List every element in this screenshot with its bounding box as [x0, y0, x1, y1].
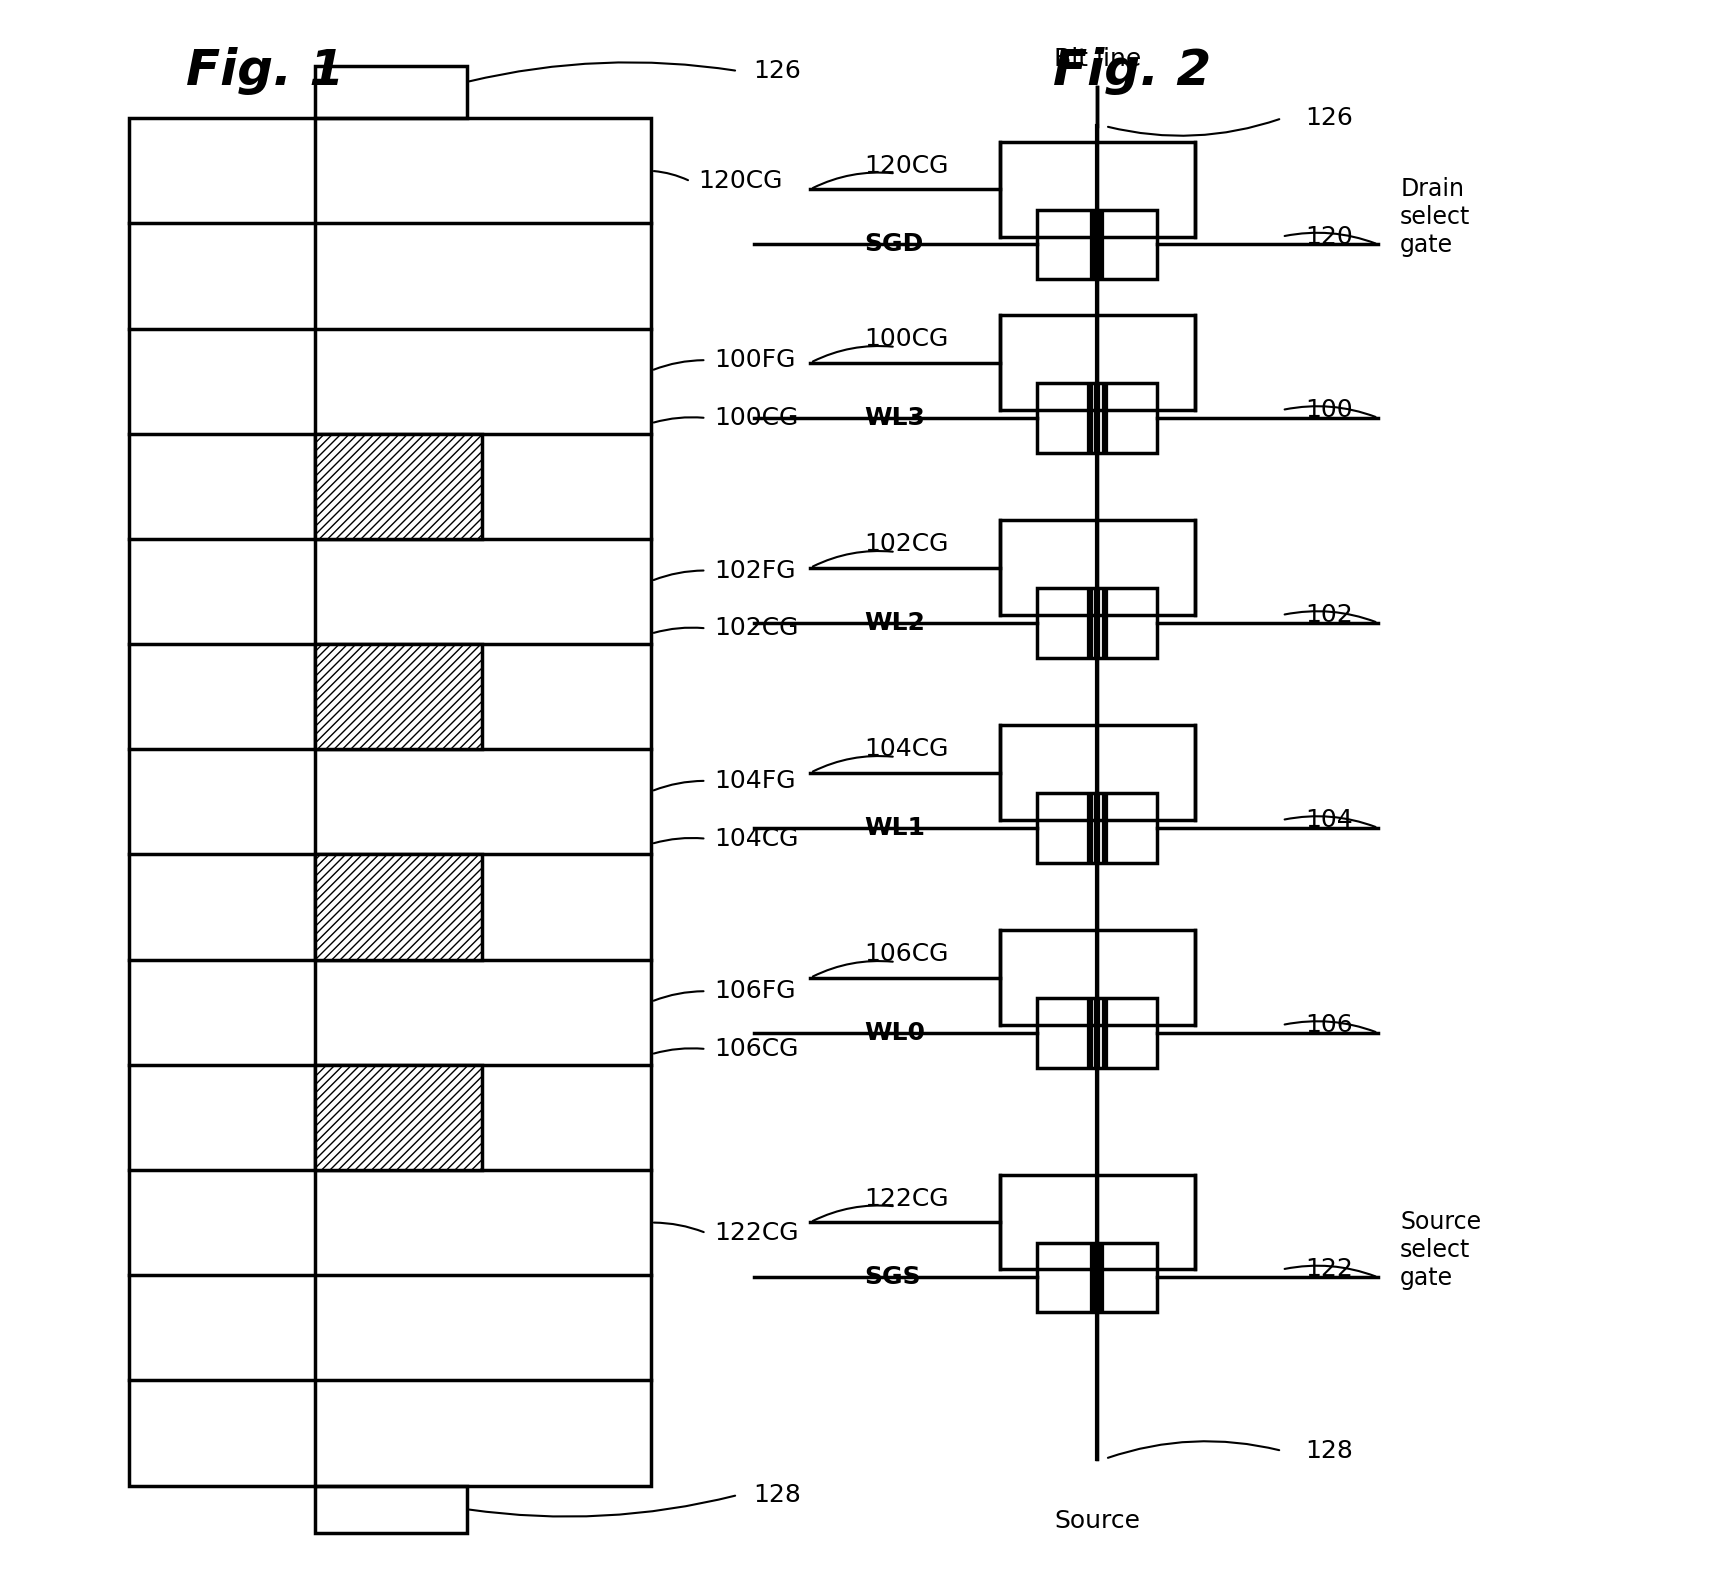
Text: 120CG: 120CG: [864, 153, 949, 178]
Text: 120: 120: [1306, 224, 1353, 249]
Text: SGS: SGS: [864, 1265, 921, 1290]
Text: 122CG: 122CG: [714, 1221, 798, 1246]
Text: 128: 128: [753, 1482, 802, 1508]
Text: Source
select
gate: Source select gate: [1400, 1210, 1481, 1290]
Polygon shape: [314, 1064, 482, 1170]
Text: 104CG: 104CG: [864, 736, 949, 762]
Text: 104CG: 104CG: [714, 826, 798, 850]
Text: 100CG: 100CG: [714, 405, 798, 431]
Text: 106CG: 106CG: [714, 1038, 798, 1061]
Text: 128: 128: [1306, 1438, 1353, 1463]
Text: SGD: SGD: [864, 232, 923, 257]
Text: 100CG: 100CG: [864, 326, 949, 352]
Text: 106FG: 106FG: [714, 979, 795, 1003]
Polygon shape: [314, 643, 482, 749]
Text: WL3: WL3: [864, 405, 924, 431]
Text: 122: 122: [1306, 1257, 1353, 1282]
Text: Fig. 2: Fig. 2: [1052, 47, 1211, 95]
Text: WL1: WL1: [864, 815, 924, 841]
Text: 102CG: 102CG: [864, 531, 949, 557]
Text: Bit line: Bit line: [1054, 47, 1140, 71]
Polygon shape: [314, 434, 482, 539]
Text: 120CG: 120CG: [698, 169, 783, 194]
Text: 102FG: 102FG: [714, 558, 795, 582]
Text: 106: 106: [1306, 1012, 1353, 1038]
Text: 126: 126: [753, 58, 802, 84]
Text: 102CG: 102CG: [714, 617, 798, 640]
Text: 102: 102: [1306, 602, 1353, 628]
Text: Source: Source: [1054, 1509, 1140, 1533]
Text: 126: 126: [1306, 106, 1353, 131]
Text: 122CG: 122CG: [864, 1186, 949, 1211]
Text: 104: 104: [1306, 807, 1353, 833]
Text: WL0: WL0: [864, 1020, 924, 1046]
Text: 104FG: 104FG: [714, 770, 795, 793]
Text: 100: 100: [1306, 397, 1353, 423]
Text: WL2: WL2: [864, 610, 924, 636]
Polygon shape: [314, 855, 482, 960]
Text: 100FG: 100FG: [714, 349, 795, 372]
Text: 106CG: 106CG: [864, 941, 949, 967]
Text: Fig. 1: Fig. 1: [185, 47, 344, 95]
Text: Drain
select
gate: Drain select gate: [1400, 177, 1471, 257]
